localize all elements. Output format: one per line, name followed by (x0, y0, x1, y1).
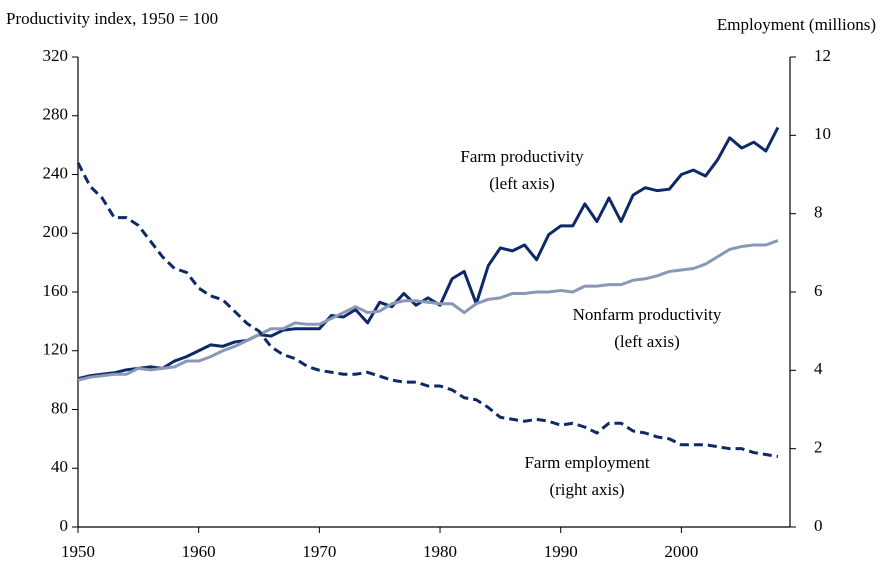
x-tick-label: 2000 (664, 542, 698, 561)
y-tick-label: 80 (51, 398, 68, 417)
x-tick-label: 1970 (302, 542, 336, 561)
y2-tick-label: 2 (814, 438, 823, 457)
x-tick-label: 1950 (61, 542, 95, 561)
y2-tick-label: 10 (814, 124, 831, 143)
y2-tick-label: 12 (814, 46, 831, 65)
annotation: Nonfarm productivity (573, 305, 722, 324)
y-tick-label: 240 (43, 163, 69, 182)
y-axis-label: Productivity index, 1950 = 100 (6, 9, 218, 28)
y-tick-label: 40 (51, 457, 68, 476)
x-tick-label: 1960 (182, 542, 216, 561)
annotation: Farm productivity (460, 147, 584, 166)
y-tick-label: 320 (43, 46, 69, 65)
series-line (77, 239, 779, 382)
annotation: (right axis) (549, 480, 624, 499)
y-tick-label: 120 (43, 340, 69, 359)
x-tick-label: 1990 (544, 542, 578, 561)
annotation: Farm employment (524, 453, 649, 472)
y-tick-label: 200 (43, 222, 69, 241)
y2-tick-label: 6 (814, 281, 823, 300)
annotation: (left axis) (489, 174, 555, 193)
series-line (76, 162, 779, 458)
series-line (77, 126, 780, 381)
y2-tick-label: 0 (814, 516, 823, 535)
y-tick-label: 0 (60, 516, 69, 535)
y2-tick-label: 4 (814, 359, 823, 378)
y-tick-label: 160 (43, 281, 69, 300)
annotation: (left axis) (614, 332, 680, 351)
y2-axis-label: Employment (millions) (717, 15, 876, 34)
y-tick-label: 280 (43, 105, 69, 124)
x-tick-label: 1980 (423, 542, 457, 561)
y2-tick-label: 8 (814, 203, 823, 222)
